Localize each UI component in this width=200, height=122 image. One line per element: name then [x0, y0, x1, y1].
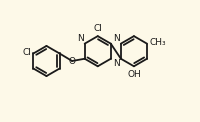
Text: N: N [113, 60, 120, 68]
Text: OH: OH [127, 70, 141, 79]
Text: Cl: Cl [22, 48, 31, 57]
Text: N: N [77, 34, 84, 43]
Text: O: O [69, 56, 76, 66]
Text: N: N [113, 34, 120, 43]
Text: Cl: Cl [93, 24, 102, 33]
Text: CH₃: CH₃ [150, 38, 167, 47]
